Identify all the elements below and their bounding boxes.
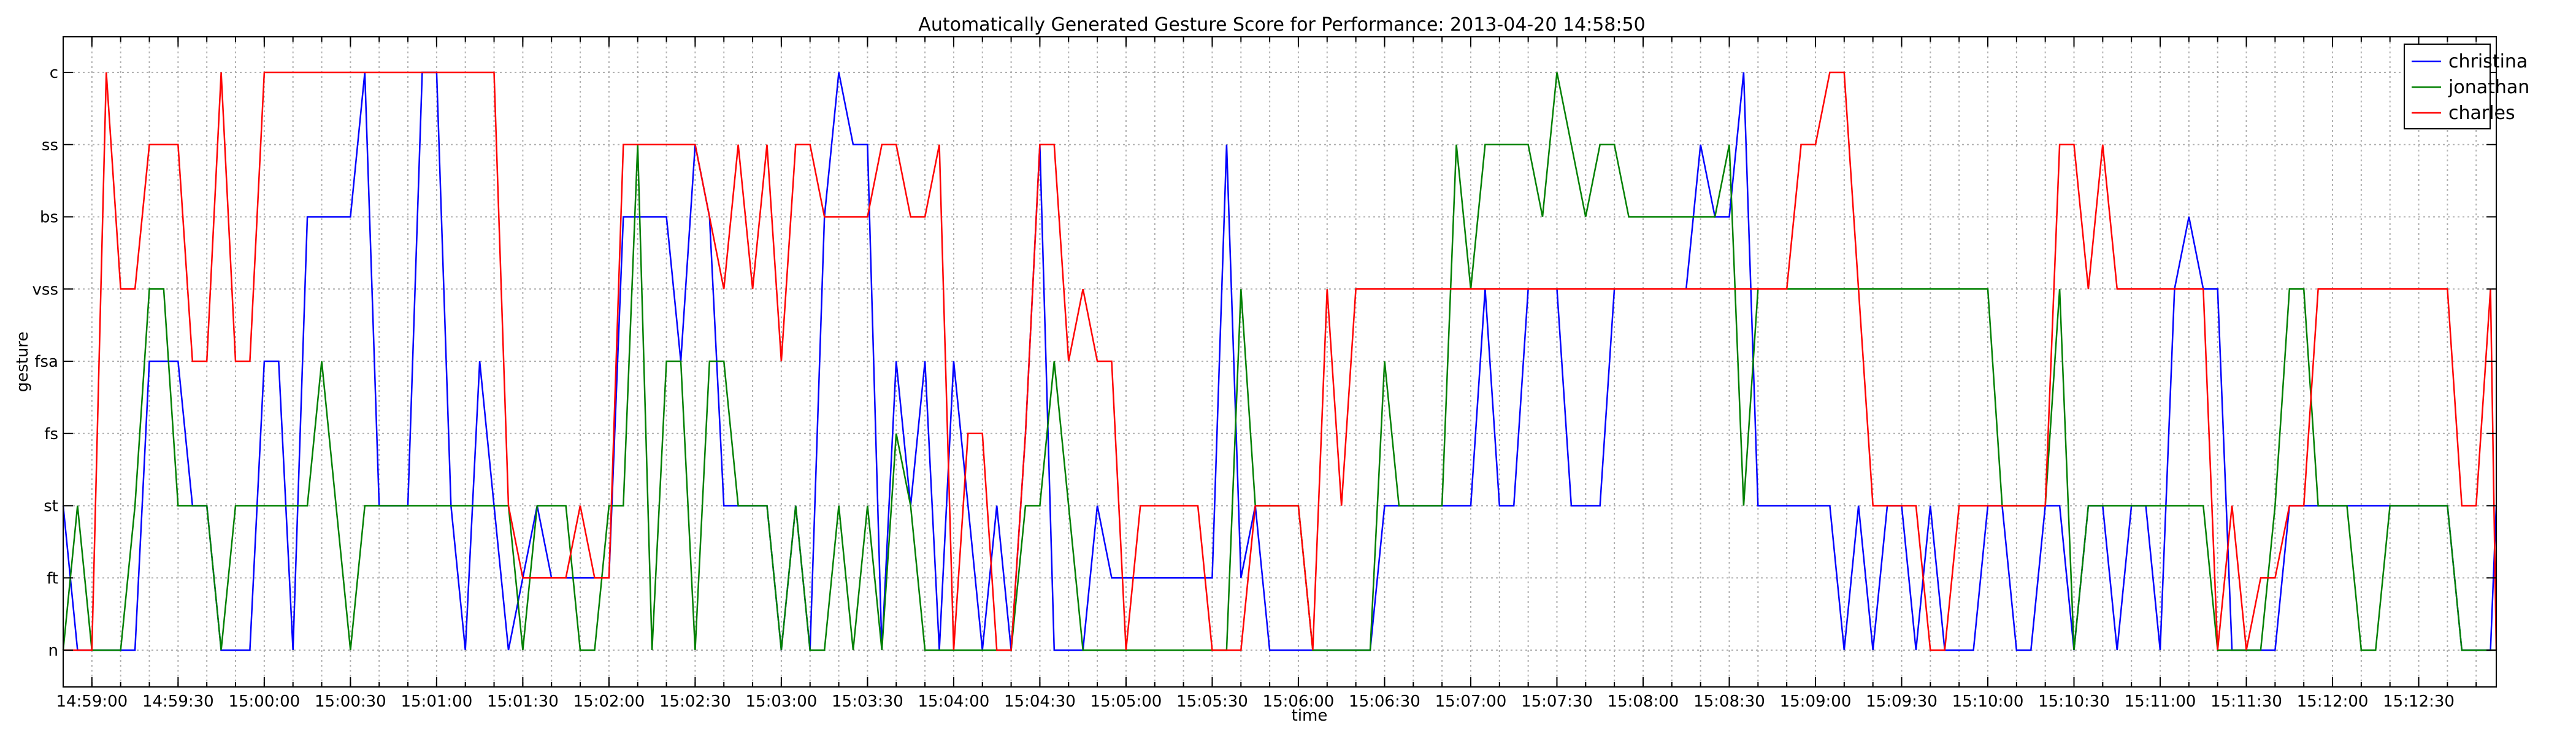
y-tick-label: bs: [40, 209, 58, 227]
y-tick-label: vss: [33, 280, 58, 299]
x-tick-label: 15:12:30: [2383, 692, 2455, 711]
legend: christina jonathan charles: [2404, 44, 2529, 129]
x-tick-label: 15:11:00: [2125, 692, 2196, 711]
x-tick-label: 15:03:30: [832, 692, 903, 711]
y-tick-label: n: [48, 642, 58, 660]
x-axis-label: time: [1292, 707, 1328, 725]
x-tick-label: 15:01:00: [401, 692, 472, 711]
y-tick-label: fsa: [34, 353, 58, 371]
series-line-christina: [62, 71, 2497, 651]
grid: [63, 37, 2496, 687]
y-tick-label: c: [50, 64, 58, 82]
y-tick-label: ft: [47, 569, 58, 588]
x-tick-label: 15:07:30: [1521, 692, 1593, 711]
x-tick-label: 15:09:30: [1866, 692, 1938, 711]
x-tick-label: 15:08:30: [1693, 692, 1765, 711]
x-tick-label: 15:10:00: [1952, 692, 2024, 711]
x-tick-label: 15:02:00: [573, 692, 645, 711]
x-tick-label: 15:03:00: [746, 692, 818, 711]
x-tick-label: 15:05:30: [1176, 692, 1248, 711]
y-tick-label: st: [44, 497, 58, 516]
legend-label-christina: christina: [2448, 51, 2528, 72]
y-tick-label: fs: [44, 425, 58, 443]
x-tick-label: 15:11:30: [2210, 692, 2282, 711]
legend-label-charles: charles: [2448, 102, 2515, 124]
x-tick-label: 15:12:00: [2297, 692, 2369, 711]
x-tick-label: 15:04:30: [1004, 692, 1076, 711]
x-tick-label: 15:02:30: [659, 692, 731, 711]
series-line-charles: [63, 71, 2497, 651]
legend-label-jonathan: jonathan: [2448, 77, 2529, 98]
series-line-jonathan: [62, 72, 2496, 651]
x-tick-label: 15:00:00: [228, 692, 300, 711]
x-tick-label: 15:01:30: [487, 692, 559, 711]
x-tick-label: 15:07:00: [1435, 692, 1507, 711]
x-tick-label: 14:59:30: [142, 692, 214, 711]
y-axis-label: gesture: [13, 332, 32, 393]
y-tick-label: ss: [42, 136, 58, 155]
x-tick-label: 15:05:00: [1091, 692, 1162, 711]
chart-title: Automatically Generated Gesture Score fo…: [918, 14, 1645, 36]
x-tick-label: 15:06:30: [1349, 692, 1420, 711]
x-tick-label: 15:06:00: [1263, 692, 1335, 711]
axis-ticks: 14:59:00 14:59:30 15:00:00 15:00:30 15:01:00…: [33, 37, 2496, 711]
x-tick-label: 15:09:00: [1780, 692, 1852, 711]
x-tick-label: 15:04:00: [918, 692, 990, 711]
x-tick-label: 15:08:00: [1608, 692, 1679, 711]
x-tick-label: 14:59:00: [56, 692, 128, 711]
x-tick-label: 15:10:30: [2038, 692, 2110, 711]
series-lines: [62, 71, 2497, 651]
x-tick-label: 15:00:30: [315, 692, 386, 711]
